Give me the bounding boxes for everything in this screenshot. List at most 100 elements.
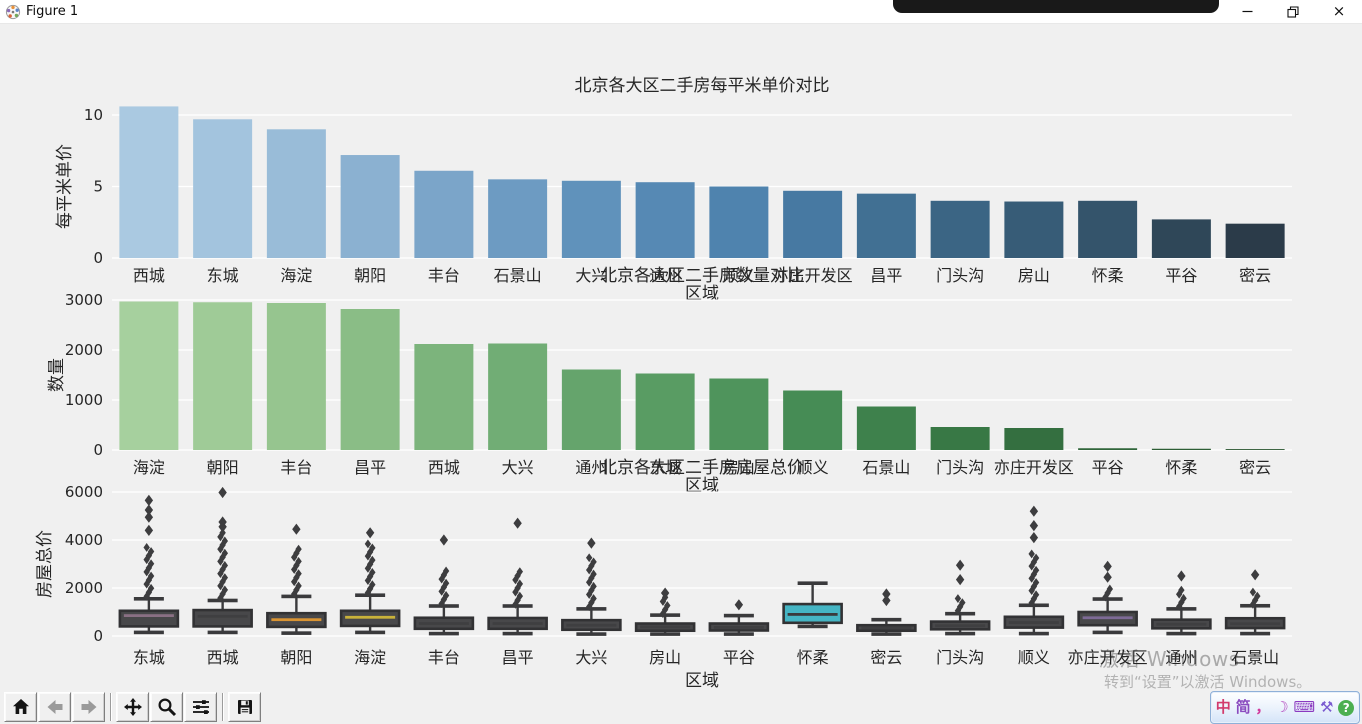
pan-button[interactable] [116, 692, 149, 722]
category-label-顺义: 顺义 [797, 458, 829, 477]
category-label-怀柔: 怀柔 [1165, 458, 1197, 477]
close-button[interactable]: × [1316, 0, 1362, 23]
minimize-button[interactable] [1224, 0, 1270, 23]
whisker-cap [576, 607, 607, 611]
ytick-label: 1000 [65, 391, 103, 409]
outlier-point [143, 543, 150, 552]
save-floppy-icon [237, 700, 252, 714]
category-label-亦庄开发区: 亦庄开发区 [994, 458, 1074, 477]
y-axis-label: 房屋总价 [35, 530, 55, 598]
median-line [123, 614, 174, 617]
whisker-cap [502, 631, 533, 636]
outlier-point [954, 606, 962, 616]
category-label-亦庄开发区: 亦庄开发区 [1068, 648, 1148, 667]
whisker-cap [428, 631, 459, 636]
zoom-button[interactable] [150, 692, 183, 722]
whisker-cap [1166, 631, 1197, 636]
outlier-point [145, 563, 153, 573]
outlier-point [590, 594, 597, 603]
ytick-label: 0 [93, 249, 103, 267]
median-line [787, 613, 838, 616]
ytick-label: 4000 [65, 531, 103, 549]
outlier-point [1180, 593, 1187, 603]
category-label-房山: 房山 [723, 458, 755, 477]
simplified-icon[interactable]: 简 [1235, 698, 1251, 716]
bar-怀柔 [1151, 448, 1211, 450]
activate-windows-hint: 转到“设置”以激活 Windows。 [1104, 673, 1312, 691]
pan-icon [123, 698, 142, 716]
chart-title: 北京各大区二手房房屋总价 [600, 458, 804, 478]
bar-朝阳 [193, 302, 253, 450]
outlier-point [664, 601, 671, 610]
outlier-point [442, 566, 450, 576]
outlier-point [147, 547, 155, 556]
bar-昌平 [340, 309, 400, 450]
whisker-cap [797, 581, 828, 585]
outlier-point [144, 504, 154, 516]
median-line [935, 624, 986, 628]
category-label-大兴: 大兴 [502, 458, 534, 477]
whisker-cap [1166, 607, 1197, 611]
outlier-point [512, 599, 519, 609]
soft-keyboard-icon[interactable]: ⌨ [1293, 698, 1316, 716]
bar-朝阳 [340, 155, 400, 258]
outlier-point [1177, 570, 1186, 582]
median-line [566, 623, 617, 627]
outlier-point [144, 511, 154, 523]
outlier-point [221, 536, 229, 546]
outlier-point [1032, 565, 1040, 575]
whisker-cap [1092, 630, 1123, 635]
category-label-东城: 东城 [649, 458, 681, 477]
category-label-密云: 密云 [870, 648, 902, 667]
configure-subplots-button[interactable] [184, 692, 217, 722]
category-label-西城: 西城 [133, 266, 165, 285]
category-label-大兴: 大兴 [575, 648, 607, 667]
outlier-point [659, 609, 667, 619]
outlier-point [954, 594, 962, 603]
whisker-cap [1240, 631, 1271, 636]
forward-button[interactable] [72, 692, 105, 722]
close-icon: × [1332, 2, 1346, 20]
titlebar: Figure 1 × [0, 0, 1362, 24]
y-axis-label: 数量 [47, 358, 67, 392]
outlier-point [590, 581, 597, 591]
category-label-石景山: 石景山 [494, 266, 542, 285]
save-button[interactable] [228, 692, 261, 722]
category-label-通州: 通州 [575, 458, 607, 477]
outlier-point [516, 567, 524, 577]
category-label-朝阳: 朝阳 [207, 458, 239, 477]
outlier-point [955, 559, 965, 571]
whisker-cap [355, 630, 386, 635]
outlier-point [516, 579, 524, 589]
forward-arrow-icon [81, 700, 96, 714]
outlier-point [660, 587, 670, 599]
category-label-西城: 西城 [207, 648, 239, 667]
outlier-point [147, 583, 155, 593]
outlier-point [221, 573, 229, 583]
chart-title: 北京各大区二手房每平米单价对比 [575, 76, 830, 96]
chart-title: 北京各大区二手房数量对比 [600, 266, 804, 286]
bar-东城 [635, 373, 695, 450]
bar-怀柔 [1078, 200, 1138, 258]
ytick-label: 6000 [65, 483, 103, 501]
matplotlib-toolbar [0, 690, 1362, 724]
help-icon[interactable]: ? [1338, 699, 1355, 716]
bar-石景山 [488, 179, 548, 258]
outlier-point [219, 589, 226, 599]
category-label-密云: 密云 [1239, 266, 1271, 285]
outlier-point [1178, 585, 1185, 595]
chinese-mode-icon[interactable]: 中 [1215, 698, 1231, 716]
category-label-丰台: 丰台 [280, 458, 312, 477]
home-button[interactable] [4, 692, 37, 722]
outlier-point [295, 544, 302, 554]
restore-button[interactable] [1270, 0, 1316, 23]
wrench-icon[interactable]: ⚒ [1319, 698, 1334, 716]
median-line [1156, 622, 1207, 626]
median-line [861, 626, 912, 630]
fullwidth-moon-icon[interactable]: ☽ [1275, 698, 1289, 716]
back-button[interactable] [38, 692, 71, 722]
outlier-point [1029, 520, 1039, 532]
outlier-point [295, 581, 302, 591]
punctuation-icon[interactable]: ， [1255, 698, 1271, 716]
category-label-朝阳: 朝阳 [354, 266, 386, 285]
